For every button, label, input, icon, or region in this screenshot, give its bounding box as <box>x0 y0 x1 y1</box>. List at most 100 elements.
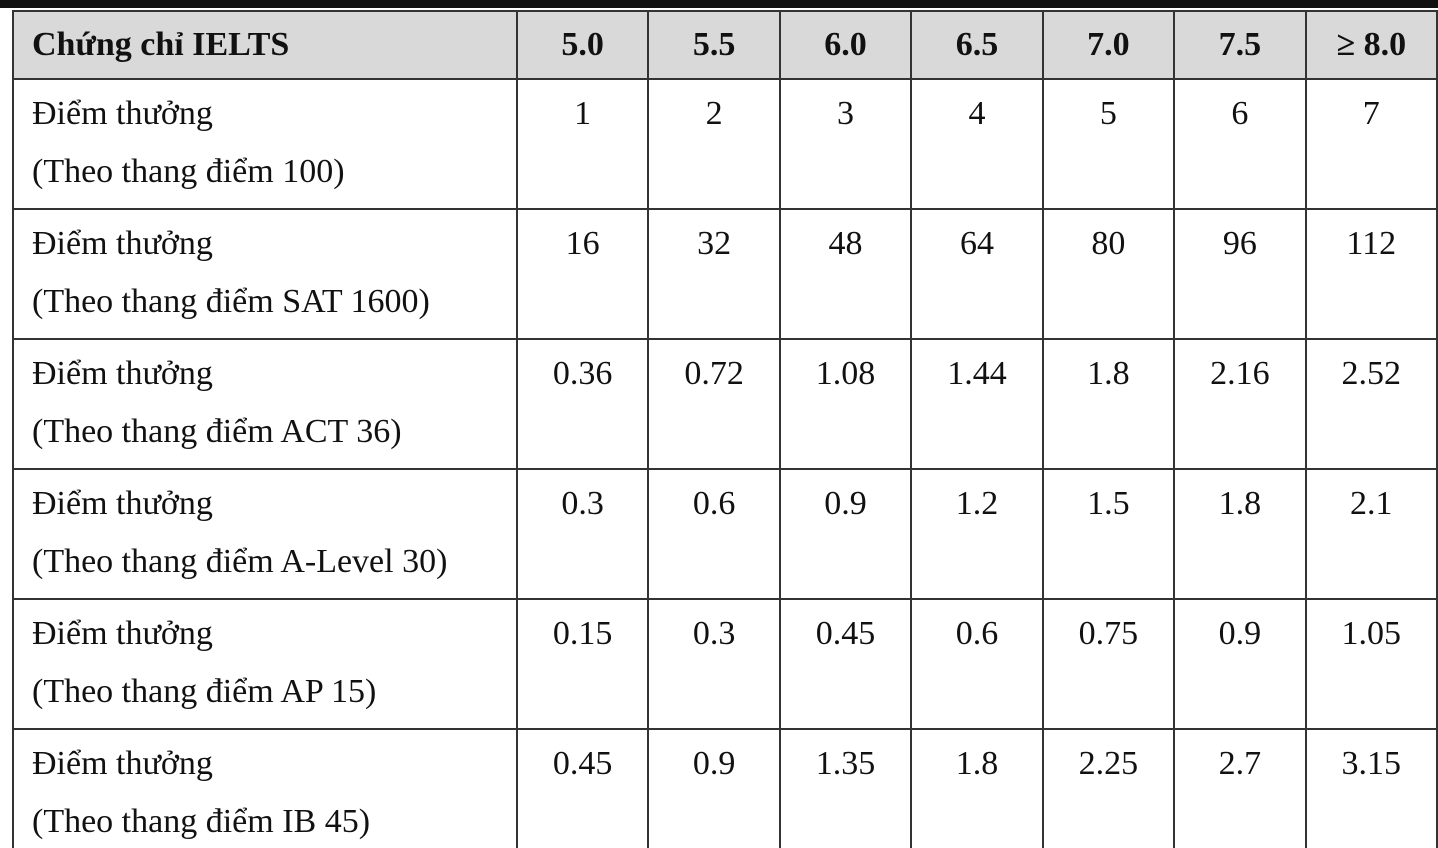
value-cell: 2.16 <box>1173 338 1307 470</box>
row-label-line: (Theo thang điểm IB 45) <box>32 803 371 840</box>
value-cell: 1.08 <box>778 338 913 470</box>
value-text: 0.6 <box>955 615 999 652</box>
value-cell: 80 <box>1041 208 1176 340</box>
value-cell: 0.9 <box>647 728 781 848</box>
row-label-line: (Theo thang điểm ACT 36) <box>32 413 402 450</box>
row-label-line: Điểm thưởng <box>32 615 213 652</box>
value-text: 16 <box>565 225 600 262</box>
value-text: 0.9 <box>1218 615 1262 652</box>
value-text: 0.36 <box>552 355 613 392</box>
table-row: Điểm thưởng (Theo thang điểm ACT 36) 0.36 0… <box>12 338 1438 470</box>
value-text: 2.7 <box>1218 745 1262 782</box>
value-text: 0.6 <box>692 485 736 522</box>
row-label-line: (Theo thang điểm AP 15) <box>32 673 377 710</box>
value-text: 0.15 <box>552 615 613 652</box>
value-cell: 0.72 <box>647 338 781 470</box>
value-text: 3.15 <box>1341 745 1402 782</box>
value-text: 7 <box>1362 95 1380 132</box>
value-cell: 6 <box>1173 78 1307 210</box>
table-row: Điểm thưởng (Theo thang điểm SAT 1600) 16 3… <box>12 208 1438 340</box>
value-cell: 32 <box>647 208 781 340</box>
row-label-cell: Điểm thưởng (Theo thang điểm ACT 36) <box>12 338 518 470</box>
value-cell: 1 <box>515 78 650 210</box>
header-title: Chứng chỉ IELTS <box>12 10 518 80</box>
value-cell: 64 <box>910 208 1044 340</box>
value-cell: 0.45 <box>515 728 650 848</box>
value-text: 0.9 <box>692 745 736 782</box>
value-cell: 2.7 <box>1173 728 1307 848</box>
value-text: 2.16 <box>1210 355 1270 392</box>
value-cell: 112 <box>1304 208 1438 340</box>
value-text: 1.44 <box>947 355 1007 392</box>
value-text: 112 <box>1346 225 1397 262</box>
value-cell: 1.8 <box>1173 468 1307 600</box>
value-cell: 0.9 <box>1173 598 1307 730</box>
value-text: 0.45 <box>815 615 876 652</box>
value-cell: 96 <box>1173 208 1307 340</box>
value-cell: 0.75 <box>1041 598 1176 730</box>
value-cell: 1.8 <box>1041 338 1176 470</box>
value-text: 1.8 <box>955 745 999 782</box>
row-label-line: Điểm thưởng <box>32 485 213 522</box>
header-cell: 6.5 <box>910 10 1044 80</box>
value-text: 0.3 <box>692 615 736 652</box>
value-cell: 0.45 <box>778 598 913 730</box>
top-bar <box>0 0 1438 8</box>
value-text: 2 <box>705 95 723 132</box>
value-text: 4 <box>968 95 986 132</box>
value-text: 0.9 <box>824 485 867 522</box>
value-cell: 1.05 <box>1304 598 1438 730</box>
row-label-cell: Điểm thưởng (Theo thang điểm IB 45) <box>12 728 518 848</box>
value-cell: 1.8 <box>910 728 1044 848</box>
value-text: 0.45 <box>552 745 613 782</box>
table-row: Điểm thưởng (Theo thang điểm IB 45) 0.45 0.… <box>12 728 1438 848</box>
value-cell: 1.5 <box>1041 468 1176 600</box>
value-text: 1.35 <box>815 745 876 782</box>
value-cell: 2.1 <box>1304 468 1438 600</box>
value-cell: 5 <box>1041 78 1176 210</box>
value-text: 2.25 <box>1078 745 1139 782</box>
row-label-line: Điểm thưởng <box>32 355 213 392</box>
value-text: 1.08 <box>815 355 876 392</box>
row-label-cell: Điểm thưởng (Theo thang điểm SAT 1600) <box>12 208 518 340</box>
value-cell: 1.35 <box>778 728 913 848</box>
row-label-line: (Theo thang điểm 100) <box>32 153 345 190</box>
row-label-cell: Điểm thưởng (Theo thang điểm 100) <box>12 78 518 210</box>
value-cell: 2 <box>647 78 781 210</box>
value-cell: 2.52 <box>1304 338 1438 470</box>
value-cell: 48 <box>778 208 913 340</box>
header-cell: ≥ 8.0 <box>1304 10 1438 80</box>
value-cell: 0.3 <box>515 468 650 600</box>
value-cell: 0.6 <box>910 598 1044 730</box>
value-cell: 1.44 <box>910 338 1044 470</box>
value-cell: 4 <box>910 78 1044 210</box>
value-cell: 0.3 <box>647 598 781 730</box>
value-text: 1.05 <box>1341 615 1402 652</box>
bonus-table: Chứng chỉ IELTS 5.0 5.5 6.0 6.5 7.0 7.5 ≥ 8.0 … <box>12 10 1438 848</box>
header-cell: 5.5 <box>647 10 781 80</box>
value-text: 32 <box>697 225 732 262</box>
value-cell: 2.25 <box>1041 728 1176 848</box>
table-row: Điểm thưởng (Theo thang điểm AP 15) 0.15 0.… <box>12 598 1438 730</box>
row-label-line: (Theo thang điểm A-Level 30) <box>32 543 448 580</box>
value-cell: 0.6 <box>647 468 781 600</box>
header-cell: 7.0 <box>1041 10 1176 80</box>
value-text: 6 <box>1231 95 1249 132</box>
row-label-cell: Điểm thưởng (Theo thang điểm AP 15) <box>12 598 518 730</box>
value-cell: 3 <box>778 78 913 210</box>
value-cell: 0.9 <box>778 468 913 600</box>
value-text: 3 <box>837 95 855 132</box>
value-text: 0.75 <box>1078 615 1139 652</box>
row-label-line: Điểm thưởng <box>32 225 213 262</box>
value-cell: 0.15 <box>515 598 650 730</box>
value-text: 0.3 <box>561 485 604 522</box>
value-text: 5 <box>1099 95 1117 132</box>
value-text: 2.52 <box>1341 355 1402 392</box>
value-cell: 7 <box>1304 78 1438 210</box>
value-cell: 3.15 <box>1304 728 1438 848</box>
value-cell: 1.2 <box>910 468 1044 600</box>
header-row: Chứng chỉ IELTS 5.0 5.5 6.0 6.5 7.0 7.5 ≥ 8.0 <box>12 10 1438 80</box>
value-text: 48 <box>828 225 863 262</box>
value-text: 1 <box>574 95 592 132</box>
